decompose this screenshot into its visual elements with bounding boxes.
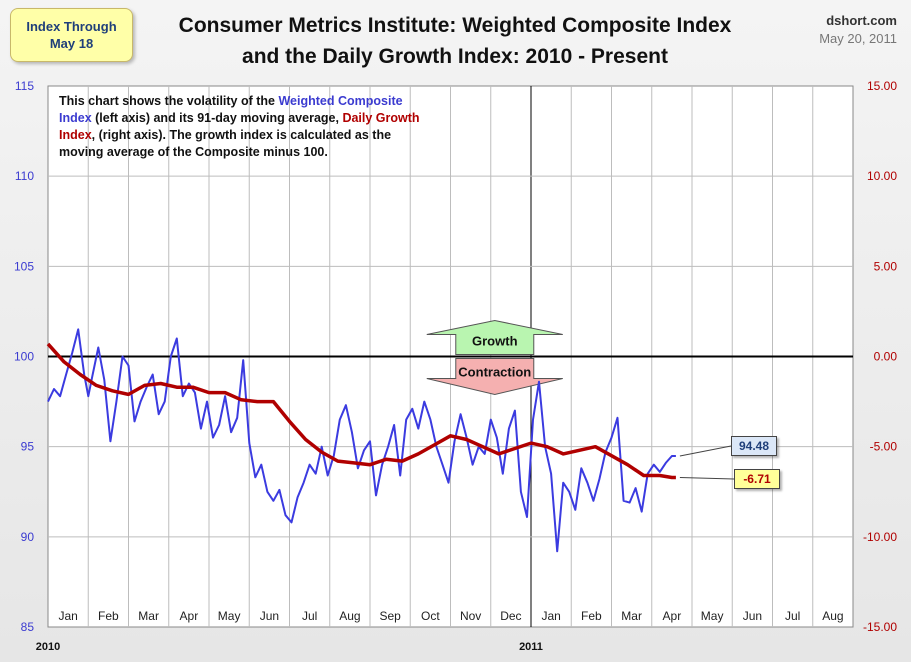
contraction-arrow-label: Contraction	[458, 365, 531, 380]
month-label: Jan	[541, 609, 560, 623]
right-axis-tick-label: 5.00	[874, 259, 898, 273]
left-axis-tick-label: 90	[21, 530, 35, 544]
composite-index-line	[47, 328, 676, 553]
source-date: May 20, 2011	[819, 31, 897, 46]
month-label: Mar	[621, 609, 642, 623]
left-axis-tick-label: 115	[15, 79, 34, 93]
year-label: 2010	[36, 641, 60, 653]
month-label: Dec	[500, 609, 521, 623]
composite-last-value: 94.48	[731, 436, 777, 456]
right-axis-tick-label: -5.00	[870, 440, 898, 454]
growth-arrow	[426, 319, 563, 355]
contraction-arrow	[426, 358, 563, 396]
growth-last-value: -6.71	[734, 469, 780, 489]
month-label: Mar	[138, 609, 159, 623]
note-composite-label: Weighted Composite Index	[59, 94, 403, 125]
chart-title-line-2: and the Daily Growth Index: 2010 - Prese…	[242, 45, 668, 68]
source-site: dshort.com	[826, 13, 897, 28]
left-axis-tick-label: 95	[21, 440, 35, 454]
left-axis-tick-label: 105	[14, 259, 34, 273]
month-label: Feb	[581, 609, 602, 623]
right-axis-tick-label: 10.00	[867, 169, 897, 183]
left-axis-tick-label: 100	[14, 350, 34, 364]
chart-annotation: This chart shows the volatility of the W…	[59, 93, 429, 161]
right-axis-tick-label: -15.00	[863, 620, 897, 634]
badge-line-1: Index Through	[26, 19, 117, 34]
month-label: Jul	[302, 609, 317, 623]
growth-callout-line	[679, 477, 735, 480]
note-text-1: This chart shows the volatility of the	[59, 94, 279, 108]
left-axis-tick-label: 85	[21, 620, 35, 634]
month-label: May	[701, 609, 724, 623]
growth-arrow-label: Growth	[472, 334, 518, 349]
month-label: Jun	[743, 609, 762, 623]
right-axis-tick-label: 0.00	[874, 350, 898, 364]
month-label: Sep	[379, 609, 401, 623]
note-growth-label: Daily Growth Index	[59, 111, 420, 142]
month-label: Apr	[180, 609, 199, 623]
right-axis-tick-label: -10.00	[863, 530, 897, 544]
chart-title: Consumer Metrics Institute: Weighted Com…	[150, 10, 760, 72]
month-label: Jun	[260, 609, 279, 623]
composite-callout-line	[679, 445, 732, 457]
index-through-badge: Index Through May 18	[10, 8, 133, 62]
month-label: Aug	[822, 609, 843, 623]
month-label: Jul	[785, 609, 800, 623]
left-axis-tick-label: 110	[15, 169, 34, 183]
growth-index-line	[46, 342, 676, 480]
month-label: May	[218, 609, 241, 623]
month-label: Apr	[663, 609, 682, 623]
right-axis-tick-label: 15.00	[867, 79, 897, 93]
note-text-2: (left axis) and its 91-day moving averag…	[91, 111, 343, 125]
month-label: Oct	[421, 609, 440, 623]
chart-title-line-1: Consumer Metrics Institute: Weighted Com…	[178, 14, 732, 37]
month-label: Nov	[460, 609, 481, 623]
badge-line-2: May 18	[49, 36, 94, 51]
month-label: Feb	[98, 609, 119, 623]
note-text-3: , (right axis). The growth index is calc…	[59, 128, 392, 159]
month-label: Aug	[339, 609, 360, 623]
month-label: Jan	[58, 609, 77, 623]
year-label: 2011	[519, 641, 543, 653]
source-block: dshort.com May 20, 2011	[819, 12, 897, 48]
